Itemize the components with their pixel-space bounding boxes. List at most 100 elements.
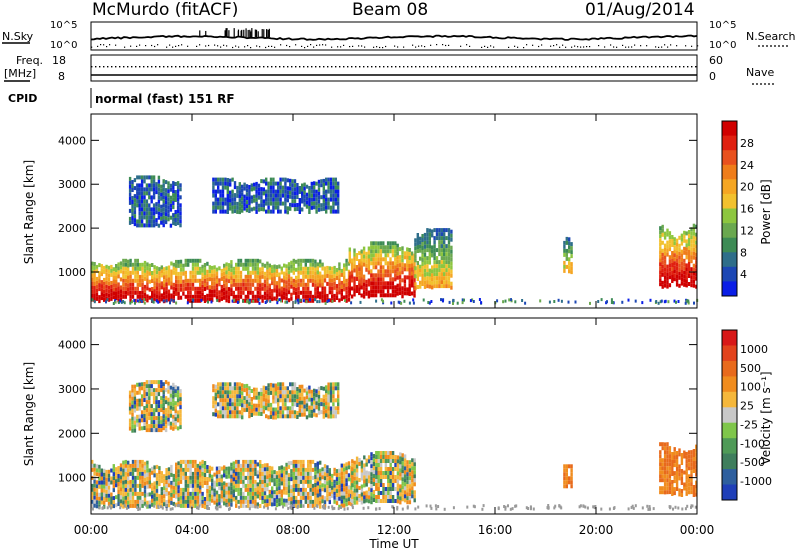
data-cell [275,206,277,210]
data-cell [277,202,279,206]
data-cell [348,489,350,493]
data-cell [153,388,155,392]
data-cell [321,287,323,291]
nave-dot [219,66,220,67]
data-cell [141,187,143,191]
data-cell [294,414,296,418]
nsearch-dot [271,46,272,47]
data-cell [433,244,435,248]
data-cell [251,389,253,393]
data-cell [222,186,224,190]
data-cell [134,222,136,226]
data-cell [397,276,399,280]
nave-dot [283,66,284,67]
data-cell [433,268,435,272]
data-cell [127,489,129,493]
data-cell [137,496,139,500]
data-cell [216,499,218,503]
data-cell [411,458,413,462]
data-cell [288,489,290,493]
data-cell [394,285,396,289]
data-cell [218,298,220,302]
data-cell [103,493,105,497]
data-cell [245,464,247,468]
data-cell [659,470,661,474]
data-cell [105,482,107,486]
nsearch-dot [586,46,587,47]
data-cell [397,260,399,264]
data-cell [297,291,299,295]
data-cell [290,485,292,489]
data-cell [445,276,447,280]
data-cell [307,480,309,484]
data-cell [261,476,263,480]
data-cell [284,194,286,198]
data-cell [389,273,391,277]
data-cell [291,191,293,195]
nsearch-dot [640,45,641,46]
data-cell [235,460,237,464]
data-cell [450,250,452,254]
data-cell [318,180,320,184]
data-cell [676,243,678,247]
nsearch-dot [115,45,116,46]
data-cell [199,271,201,275]
data-cell [693,236,695,240]
data-cell [230,479,232,483]
data-cell [676,267,678,271]
nsky-trace [91,36,697,40]
data-cell [194,460,196,464]
data-cell [387,467,389,471]
data-cell [690,279,692,283]
data-cell [146,408,148,412]
data-cell [129,259,131,263]
scatter-cell [332,300,334,303]
data-cell [351,479,353,483]
data-cell [263,406,265,410]
data-cell [215,182,217,186]
data-cell [445,284,447,288]
data-cell [327,190,329,194]
data-cell [270,411,272,415]
data-cell [253,187,255,191]
nave-dot [187,66,188,67]
data-cell [246,388,248,392]
nsearch-dot [109,44,110,45]
data-cell [158,196,160,200]
data-cell [175,272,177,276]
data-cell [429,241,431,245]
data-cell [351,271,353,275]
data-cell [363,255,365,259]
data-cell [131,188,133,192]
data-cell [222,210,224,214]
data-cell [363,295,365,299]
data-cell [170,394,172,398]
data-cell [194,299,196,303]
data-cell [204,481,206,485]
data-cell [382,249,384,253]
data-cell [264,272,266,276]
data-cell [168,491,170,495]
data-cell [235,496,237,500]
data-cell [570,254,572,258]
data-cell [429,273,431,277]
data-cell [131,220,133,224]
data-cell [681,477,683,481]
data-cell [151,211,153,215]
data-cell [168,471,170,475]
data-cell [397,491,399,495]
data-cell [348,485,350,489]
data-cell [358,498,360,502]
data-cell [168,290,170,294]
data-cell [251,207,253,211]
data-cell [671,235,673,239]
data-cell [146,211,148,215]
data-cell [228,299,230,303]
data-cell [146,461,148,465]
data-cell [402,481,404,485]
data-cell [230,264,232,268]
data-cell [117,270,119,274]
data-cell [387,273,389,277]
data-cell [309,295,311,299]
data-cell [409,284,411,288]
